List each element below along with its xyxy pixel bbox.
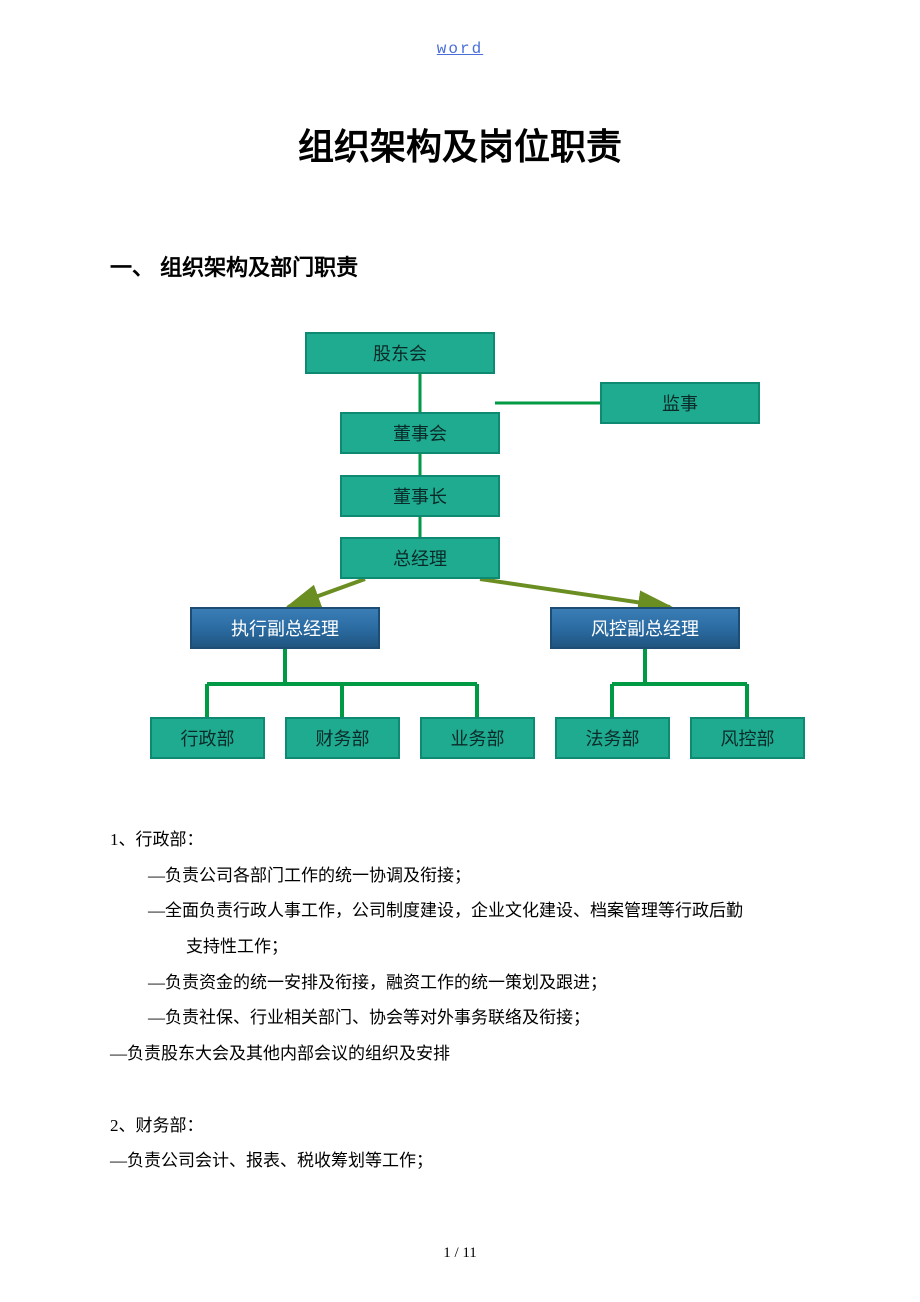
main-title: 组织架构及岗位职责 (110, 118, 810, 170)
org-node-zjl: 总经理 (340, 537, 500, 579)
page-number: 1 / 11 (0, 1245, 920, 1262)
text-line: 1、行政部： (110, 822, 810, 858)
text-line: —负责公司会计、报表、税收筹划等工作； (110, 1143, 810, 1179)
org-chart: 股东会监事董事会董事长总经理执行副总经理 风控副总经理行政部财务部业务部法务部风控… (110, 332, 810, 772)
text-line: 2、财务部： (110, 1108, 810, 1144)
body-text: 1、行政部：—负责公司各部门工作的统一协调及衔接；—全面负责行政人事工作，公司制… (110, 822, 810, 1179)
text-line: 支持性工作； (110, 929, 810, 965)
org-node-fkf: 风控副总经理 (550, 607, 740, 649)
text-line (110, 1072, 810, 1108)
org-node-zxf: 执行副总经理 (190, 607, 380, 649)
org-node-fwb: 法务部 (555, 717, 670, 759)
org-node-dsz: 董事长 (340, 475, 500, 517)
text-line: —负责股东大会及其他内部会议的组织及安排 (110, 1036, 810, 1072)
org-node-gdh: 股东会 (305, 332, 495, 374)
org-node-js: 监事 (600, 382, 760, 424)
org-node-ywb: 业务部 (420, 717, 535, 759)
text-line: —负责社保、行业相关部门、协会等对外事务联络及衔接； (110, 1000, 810, 1036)
org-node-cwb: 财务部 (285, 717, 400, 759)
org-node-dsh: 董事会 (340, 412, 500, 454)
text-line: —全面负责行政人事工作，公司制度建设，企业文化建设、档案管理等行政后勤 (110, 893, 810, 929)
header-link[interactable]: word (110, 40, 810, 58)
section-one-title: 一、 组织架构及部门职责 (110, 250, 810, 282)
org-node-xzb: 行政部 (150, 717, 265, 759)
text-line: —负责资金的统一安排及衔接，融资工作的统一策划及跟进； (110, 965, 810, 1001)
org-node-fkb: 风控部 (690, 717, 805, 759)
text-line: —负责公司各部门工作的统一协调及衔接； (110, 858, 810, 894)
